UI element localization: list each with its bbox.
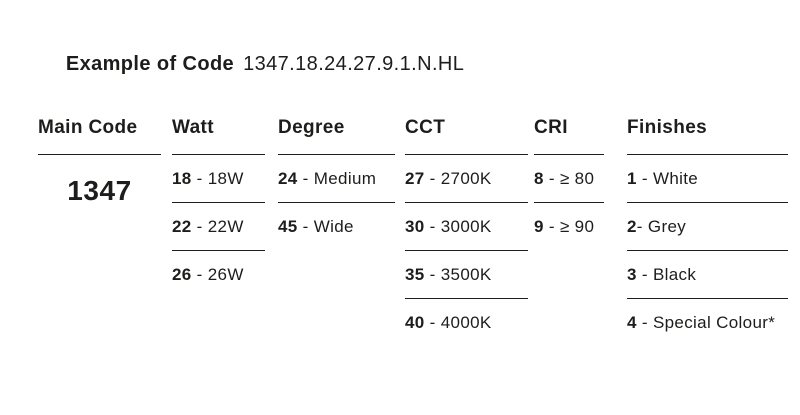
page-title: Example of Code 1347.18.24.27.9.1.N.HL xyxy=(42,30,464,99)
finish-option-black: 3 - Black xyxy=(627,251,788,299)
column-header-cri: CRI xyxy=(534,115,604,155)
column-watt: Watt 18 - 18W 22 - 22W 26 - 26W xyxy=(172,115,265,299)
column-cct: CCT 27 - 2700K 30 - 3000K 35 - 3500K 40 … xyxy=(405,115,528,347)
finish-option-white: 1 - White xyxy=(627,155,788,203)
watt-option-18: 18 - 18W xyxy=(172,155,265,203)
column-header-finishes: Finishes xyxy=(627,115,788,155)
cct-option-27: 27 - 2700K xyxy=(405,155,528,203)
column-header-main-code: Main Code xyxy=(38,115,161,155)
column-degree: Degree 24 - Medium 45 - Wide xyxy=(278,115,395,251)
column-header-degree: Degree xyxy=(278,115,395,155)
example-of-code-label: Example of Code xyxy=(65,53,235,75)
cct-option-40: 40 - 4000K xyxy=(405,313,492,332)
column-header-cct: CCT xyxy=(405,115,528,155)
degree-option-45: 45 - Wide xyxy=(278,217,354,236)
column-cri: CRI 8 - ≥ 80 9 - ≥ 90 xyxy=(534,115,604,251)
cri-option-9: 9 - ≥ 90 xyxy=(534,217,595,236)
main-code-value: 1347 xyxy=(67,175,132,206)
degree-option-24: 24 - Medium xyxy=(278,155,395,203)
watt-option-26: 26 - 26W xyxy=(172,265,244,284)
cri-option-8: 8 - ≥ 80 xyxy=(534,155,604,203)
finish-option-special-colour: 4 - Special Colour* xyxy=(627,313,776,332)
cct-option-35: 35 - 3500K xyxy=(405,251,528,299)
column-header-watt: Watt xyxy=(172,115,265,155)
example-code-value: 1347.18.24.27.9.1.N.HL xyxy=(243,53,465,75)
watt-option-22: 22 - 22W xyxy=(172,203,265,251)
finish-option-grey: 2- Grey xyxy=(627,203,788,251)
cct-option-30: 30 - 3000K xyxy=(405,203,528,251)
column-main-code: Main Code 1347 xyxy=(38,115,161,207)
column-finishes: Finishes 1 - White 2- Grey 3 - Black 4 -… xyxy=(627,115,788,347)
